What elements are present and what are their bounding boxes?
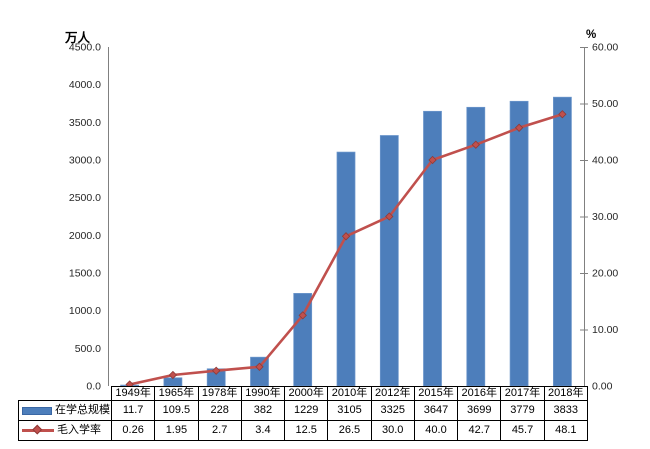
year-cell: 2010年 <box>327 386 372 401</box>
value-cell: 1.95 <box>154 420 199 441</box>
year-cell: 2017年 <box>500 386 545 401</box>
bar <box>509 100 529 387</box>
left-tick-label: 1500.0 <box>69 268 101 280</box>
value-cell: 26.5 <box>327 420 372 441</box>
table-corner-ghost <box>19 387 112 401</box>
left-tick-label: 1000.0 <box>69 305 101 317</box>
value-cell: 109.5 <box>154 400 199 421</box>
legend-label: 在学总规模 <box>55 404 110 416</box>
left-tick-label: 3000.0 <box>69 155 101 167</box>
line-marker <box>298 311 307 320</box>
legend-cell-line: 毛入学率 <box>18 420 112 441</box>
right-tick-label: 20.00 <box>592 268 618 280</box>
right-axis-title: % <box>586 29 597 41</box>
line-marker <box>255 362 264 371</box>
legend-cell-bar: 在学总规模 <box>18 400 112 421</box>
bar-swatch-icon <box>22 406 52 415</box>
data-table: 1949年 1965年 1978年 1990年 2000年 2010年 2012年 2015年… <box>18 386 588 441</box>
value-cell: 2.7 <box>197 420 242 441</box>
value-cell: 11.7 <box>110 400 156 421</box>
right-tick-label: 10.00 <box>592 324 618 336</box>
year-cell: 2012年 <box>370 386 415 401</box>
legend-entry: 毛入学率 <box>20 422 110 440</box>
bar <box>250 356 269 387</box>
right-tick-label: 60.00 <box>592 42 618 54</box>
right-tick-label: 50.00 <box>592 98 618 110</box>
left-tick-label: 3500.0 <box>69 117 101 129</box>
line-marker <box>341 232 351 241</box>
line-swatch-icon <box>22 424 54 435</box>
value-cell: 3779 <box>500 400 545 421</box>
table-row-categories: 1949年 1965年 1978年 1990年 2000年 2010年 2012年 2015年… <box>19 386 588 401</box>
year-cell: 1978年 <box>197 386 242 401</box>
line-marker <box>168 370 178 380</box>
bar <box>466 106 486 387</box>
left-tick-label: 0.0 <box>86 381 101 393</box>
table-row-series: 在学总规模 11.7 109.5 228 382 1229 3105 3325 3647 3699… <box>18 400 588 421</box>
value-cell: 3325 <box>370 400 415 421</box>
year-cell: 2000年 <box>284 386 329 401</box>
table-row-series: 毛入学率 0.26 1.95 2.7 3.4 12.5 26.5 30.0 40.0 42.7 45… <box>18 420 588 441</box>
legend-entry: 在学总规模 <box>20 402 110 420</box>
bar <box>379 135 399 387</box>
value-cell: 228 <box>197 400 242 421</box>
left-tick-label: 2500.0 <box>69 192 101 204</box>
bar <box>553 96 572 387</box>
bar <box>293 293 313 387</box>
value-cell: 3647 <box>413 400 459 421</box>
value-cell: 48.1 <box>543 420 588 441</box>
bar <box>423 110 442 387</box>
year-cell: 1965年 <box>154 386 199 401</box>
line-marker <box>385 212 394 221</box>
value-cell: 12.5 <box>284 420 329 441</box>
value-cell: 3833 <box>543 400 588 421</box>
line-marker <box>428 155 437 165</box>
line-marker <box>558 110 567 119</box>
left-axis-title: 万人 <box>64 31 90 45</box>
year-cell: 2018年 <box>543 386 588 401</box>
line-marker <box>471 140 480 149</box>
left-tick-label: 4500.0 <box>69 42 101 54</box>
value-cell: 3.4 <box>240 420 286 441</box>
value-cell: 3699 <box>457 400 502 421</box>
value-cell: 0.26 <box>110 420 156 441</box>
value-cell: 30.0 <box>370 420 415 441</box>
line-swatch-diamond <box>32 424 42 434</box>
right-tick-label: 30.00 <box>592 211 618 223</box>
year-cell: 2016年 <box>457 386 502 401</box>
right-tick-label: 0.00 <box>592 381 613 393</box>
left-tick-label: 2000.0 <box>69 230 101 242</box>
year-cell: 1949年 <box>110 386 156 401</box>
line-marker <box>212 366 221 375</box>
left-tick-label: 4000.0 <box>69 79 101 91</box>
value-cell: 40.0 <box>413 420 459 441</box>
line-marker <box>514 123 524 132</box>
right-tick-label: 40.00 <box>592 155 618 167</box>
value-cell: 1229 <box>284 400 329 421</box>
legend-label: 毛入学率 <box>57 424 101 436</box>
left-tick-label: 500.0 <box>75 343 101 355</box>
bar <box>336 151 356 387</box>
value-cell: 382 <box>240 400 286 421</box>
value-cell: 3105 <box>327 400 372 421</box>
value-cell: 45.7 <box>500 420 545 441</box>
year-cell: 2015年 <box>413 386 459 401</box>
year-cell: 1990年 <box>240 386 286 401</box>
value-cell: 42.7 <box>457 420 502 441</box>
